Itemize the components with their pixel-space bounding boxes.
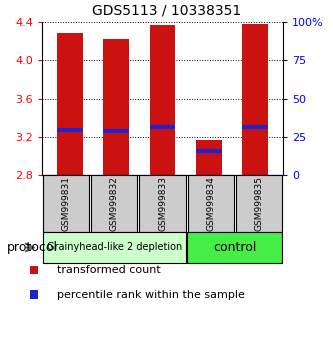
Text: Grainyhead-like 2 depletion: Grainyhead-like 2 depletion xyxy=(47,242,182,252)
Bar xyxy=(104,39,129,175)
Bar xyxy=(196,139,221,175)
Text: control: control xyxy=(213,241,256,254)
Text: GSM999831: GSM999831 xyxy=(62,176,71,231)
Text: GSM999833: GSM999833 xyxy=(158,176,167,231)
Text: GSM999835: GSM999835 xyxy=(254,176,263,231)
Text: GDS5113 / 10338351: GDS5113 / 10338351 xyxy=(92,3,241,17)
Bar xyxy=(242,24,268,175)
Text: GSM999834: GSM999834 xyxy=(206,176,215,231)
Bar xyxy=(57,34,83,175)
Text: percentile rank within the sample: percentile rank within the sample xyxy=(57,290,244,300)
Text: transformed count: transformed count xyxy=(57,265,161,275)
Text: protocol: protocol xyxy=(7,241,58,254)
Text: GSM999832: GSM999832 xyxy=(110,176,119,231)
Bar xyxy=(150,25,175,175)
